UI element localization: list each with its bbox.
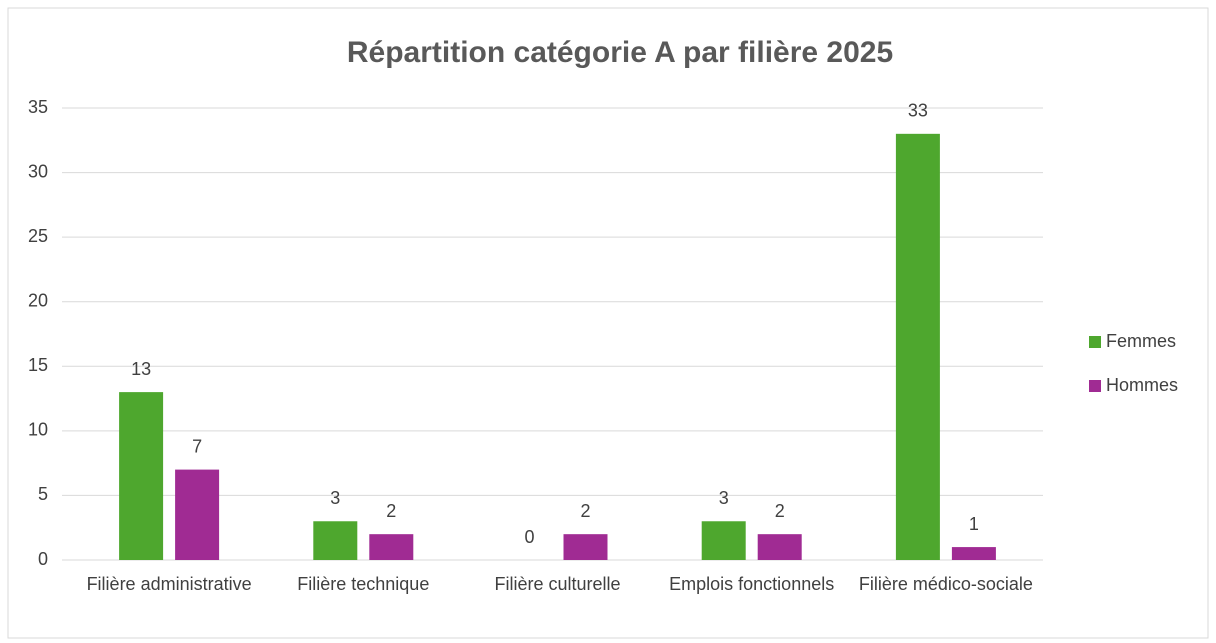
bar xyxy=(119,392,164,560)
y-tick-label: 20 xyxy=(28,290,48,310)
legend-label: Hommes xyxy=(1106,375,1178,395)
data-label: 2 xyxy=(580,501,590,521)
bar xyxy=(369,534,414,560)
bar xyxy=(175,469,220,560)
bar xyxy=(951,547,996,560)
y-tick-label: 35 xyxy=(28,97,48,117)
data-label: 0 xyxy=(524,527,534,547)
legend-swatch xyxy=(1089,380,1101,392)
x-tick-label: Filière médico-sociale xyxy=(858,574,1033,594)
x-tick-label: Emplois fonctionnels xyxy=(669,574,835,594)
bar xyxy=(895,133,940,561)
data-label: 1 xyxy=(969,514,979,534)
data-label: 3 xyxy=(330,488,340,508)
legend-label: Femmes xyxy=(1106,331,1176,351)
x-tick-label: Filière culturelle xyxy=(494,574,621,594)
bar xyxy=(701,521,746,560)
bar xyxy=(313,521,358,560)
bar xyxy=(757,534,802,560)
x-tick-label: Filière technique xyxy=(297,574,430,594)
data-label: 13 xyxy=(131,359,151,379)
chart-title: Répartition catégorie A par filière 2025 xyxy=(347,36,893,69)
data-label: 33 xyxy=(908,101,928,121)
bar xyxy=(563,534,608,560)
y-tick-label: 30 xyxy=(28,161,48,181)
legend-swatch xyxy=(1089,336,1101,348)
y-tick-label: 15 xyxy=(28,355,48,375)
data-label: 3 xyxy=(719,488,729,508)
y-tick-label: 25 xyxy=(28,226,48,246)
data-label: 2 xyxy=(386,501,396,521)
y-tick-label: 10 xyxy=(28,420,48,440)
data-label: 2 xyxy=(775,501,785,521)
data-label: 7 xyxy=(192,436,202,456)
x-tick-label: Filière administrative xyxy=(86,574,252,594)
y-tick-label: 5 xyxy=(38,484,48,504)
y-tick-label: 0 xyxy=(38,549,48,569)
